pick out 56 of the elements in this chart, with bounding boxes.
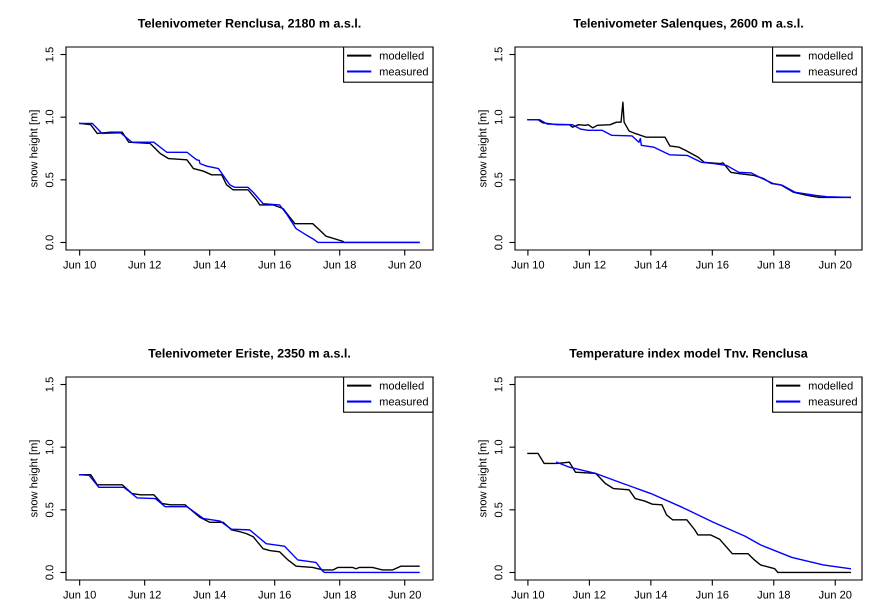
legend-label: measured [808,397,857,406]
x-tick-label: Jun 10 [63,260,96,269]
x-tick-label: Jun 14 [634,260,668,269]
y-tick-label: 1.0 [494,440,502,454]
y-axis-title: snow height [m] [29,110,40,188]
x-tick-label: Jun 12 [128,590,161,599]
y-tick-label: 0.0 [46,235,54,250]
y-tick-label: 0.0 [494,235,502,250]
chart-title: Telenivometer Salenques, 2600 m a.s.l. [573,18,803,30]
y-tick-label: 1.5 [494,377,502,392]
x-tick-label: Jun 10 [63,590,96,599]
x-tick-label: Jun 14 [193,260,226,269]
legend-label: modelled [380,381,424,390]
x-tick-label: Jun 18 [323,590,356,599]
y-axis-title: snow height [m] [478,440,489,518]
legend-label: modelled [808,51,853,60]
y-tick-label: 0.5 [494,502,502,518]
y-tick-label: 0.5 [46,172,54,188]
x-tick-label: Jun 20 [818,260,852,269]
y-tick-label: 0.0 [494,565,502,580]
legend-label: measured [380,397,428,406]
y-tick-label: 0.5 [46,502,54,518]
x-tick-label: Jun 20 [818,590,852,599]
y-axis-title: snow height [m] [29,440,40,518]
x-tick-label: Jun 16 [258,590,291,599]
chart-title: Telenivometer Renclusa, 2180 m a.s.l. [138,18,360,30]
y-tick-label: 1.0 [46,440,54,454]
x-tick-label: Jun 14 [634,590,668,599]
y-tick-label: 1.0 [494,110,502,124]
legend-label: measured [380,67,428,76]
y-tick-label: 1.5 [494,47,502,62]
x-tick-label: Jun 18 [323,260,356,269]
legend-label: modelled [380,51,424,60]
y-tick-label: 0.0 [46,565,54,580]
x-tick-label: Jun 16 [696,590,729,599]
x-tick-label: Jun 10 [511,590,544,599]
legend-label: measured [808,67,857,76]
y-tick-label: 1.0 [46,110,54,124]
x-tick-label: Jun 14 [193,590,226,599]
y-tick-label: 1.5 [46,47,54,62]
x-tick-label: Jun 20 [388,590,421,599]
x-tick-label: Jun 16 [258,260,291,269]
y-tick-label: 1.5 [46,377,54,392]
legend-label: modelled [808,381,853,390]
x-tick-label: Jun 18 [757,590,790,599]
x-tick-label: Jun 20 [388,260,421,269]
y-tick-label: 0.5 [494,172,502,188]
chart-title: Telenivometer Eriste, 2350 m a.s.l. [148,348,350,360]
y-axis-title: snow height [m] [478,110,489,188]
x-tick-label: Jun 18 [757,260,790,269]
x-tick-label: Jun 12 [572,590,606,599]
x-tick-label: Jun 12 [128,260,161,269]
x-tick-label: Jun 10 [511,260,544,269]
chart-title: Temperature index model Tnv. Renclusa [569,348,808,360]
x-tick-label: Jun 12 [572,260,606,269]
x-tick-label: Jun 16 [696,260,729,269]
